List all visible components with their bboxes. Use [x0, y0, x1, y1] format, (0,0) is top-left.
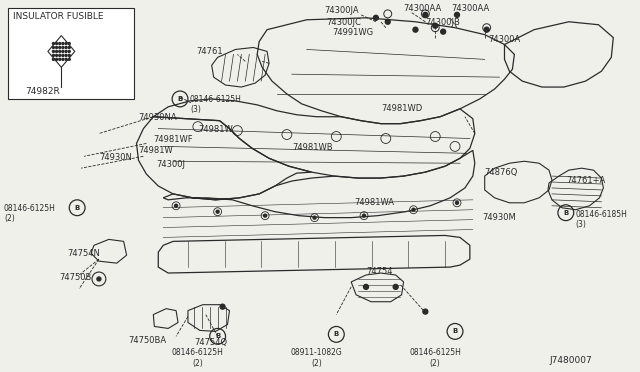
Circle shape: [413, 27, 418, 32]
Circle shape: [362, 214, 365, 217]
Circle shape: [62, 54, 64, 57]
Circle shape: [216, 210, 219, 213]
Text: INSULATOR FUSIBLE: INSULATOR FUSIBLE: [13, 12, 103, 21]
Circle shape: [52, 51, 54, 52]
Text: 74750BA: 74750BA: [129, 336, 166, 345]
Circle shape: [59, 51, 61, 52]
Circle shape: [264, 214, 267, 217]
Text: 74930N: 74930N: [99, 153, 132, 162]
Text: 74300A: 74300A: [489, 35, 521, 44]
Circle shape: [62, 46, 64, 48]
Text: B: B: [452, 328, 458, 334]
Text: 74754Q: 74754Q: [194, 338, 227, 347]
Text: 08911-1082G
(2): 08911-1082G (2): [291, 348, 342, 368]
Circle shape: [423, 309, 428, 314]
Circle shape: [441, 29, 445, 34]
Circle shape: [65, 46, 67, 48]
Circle shape: [373, 15, 378, 20]
Text: 74981W: 74981W: [198, 125, 232, 134]
Text: 74300AA: 74300AA: [404, 4, 442, 13]
Circle shape: [97, 277, 101, 281]
Text: B: B: [177, 96, 182, 102]
Text: 74981WA: 74981WA: [354, 198, 394, 207]
Text: 74761+A: 74761+A: [566, 176, 605, 185]
Polygon shape: [8, 8, 134, 99]
Circle shape: [68, 42, 70, 45]
Text: B: B: [563, 210, 568, 216]
Text: 74300AA: 74300AA: [451, 4, 490, 13]
Text: J7480007: J7480007: [549, 356, 592, 365]
Circle shape: [220, 304, 225, 309]
Text: 08146-6125H
(2): 08146-6125H (2): [4, 204, 56, 223]
Circle shape: [456, 201, 458, 204]
Circle shape: [313, 216, 316, 219]
Circle shape: [56, 54, 58, 57]
Text: 74981WF: 74981WF: [154, 135, 193, 144]
Circle shape: [56, 58, 58, 60]
Circle shape: [62, 42, 64, 45]
Text: 74982R: 74982R: [26, 87, 60, 96]
Text: 74930NA: 74930NA: [138, 113, 177, 122]
Text: 74930M: 74930M: [483, 213, 516, 222]
Text: 08146-6185H
(3): 08146-6185H (3): [576, 210, 628, 229]
Text: 08146-6125H
(3): 08146-6125H (3): [190, 95, 242, 114]
Text: 74761: 74761: [196, 48, 223, 57]
Text: 74991WG: 74991WG: [332, 28, 374, 37]
Circle shape: [433, 23, 438, 28]
Text: 08146-6125H
(2): 08146-6125H (2): [172, 348, 224, 368]
Circle shape: [68, 54, 70, 57]
Circle shape: [65, 58, 67, 60]
Text: 74300J: 74300J: [156, 160, 186, 169]
Circle shape: [52, 42, 54, 45]
Circle shape: [175, 204, 177, 207]
Circle shape: [454, 12, 460, 17]
Circle shape: [68, 51, 70, 52]
Circle shape: [68, 46, 70, 48]
Circle shape: [393, 285, 398, 289]
Circle shape: [65, 51, 67, 52]
Circle shape: [385, 19, 390, 24]
Circle shape: [59, 42, 61, 45]
Circle shape: [56, 46, 58, 48]
Text: B: B: [74, 205, 80, 211]
Text: 74750B: 74750B: [60, 273, 92, 282]
Text: 74300JA: 74300JA: [324, 6, 359, 15]
Circle shape: [62, 58, 64, 60]
Text: 74981WB: 74981WB: [292, 144, 332, 153]
Circle shape: [59, 54, 61, 57]
Circle shape: [65, 54, 67, 57]
Circle shape: [423, 12, 428, 17]
Circle shape: [62, 51, 64, 52]
Text: B: B: [215, 333, 220, 339]
Text: B: B: [333, 331, 339, 337]
Circle shape: [59, 58, 61, 60]
Text: 74981W: 74981W: [138, 147, 173, 155]
Text: 74876Q: 74876Q: [484, 168, 518, 177]
Circle shape: [56, 51, 58, 52]
Circle shape: [65, 42, 67, 45]
Circle shape: [52, 54, 54, 57]
Circle shape: [56, 42, 58, 45]
Text: 74754: 74754: [366, 267, 392, 276]
Text: 74981WD: 74981WD: [381, 104, 422, 113]
Text: 74754N: 74754N: [67, 249, 100, 258]
Circle shape: [52, 46, 54, 48]
Circle shape: [412, 208, 415, 211]
Circle shape: [68, 58, 70, 60]
Circle shape: [364, 285, 369, 289]
Circle shape: [484, 27, 489, 32]
Circle shape: [52, 58, 54, 60]
Text: 74300JC: 74300JC: [326, 18, 362, 27]
Circle shape: [59, 46, 61, 48]
Text: 08146-6125H
(2): 08146-6125H (2): [410, 348, 461, 368]
Text: 74300JB: 74300JB: [426, 18, 460, 27]
